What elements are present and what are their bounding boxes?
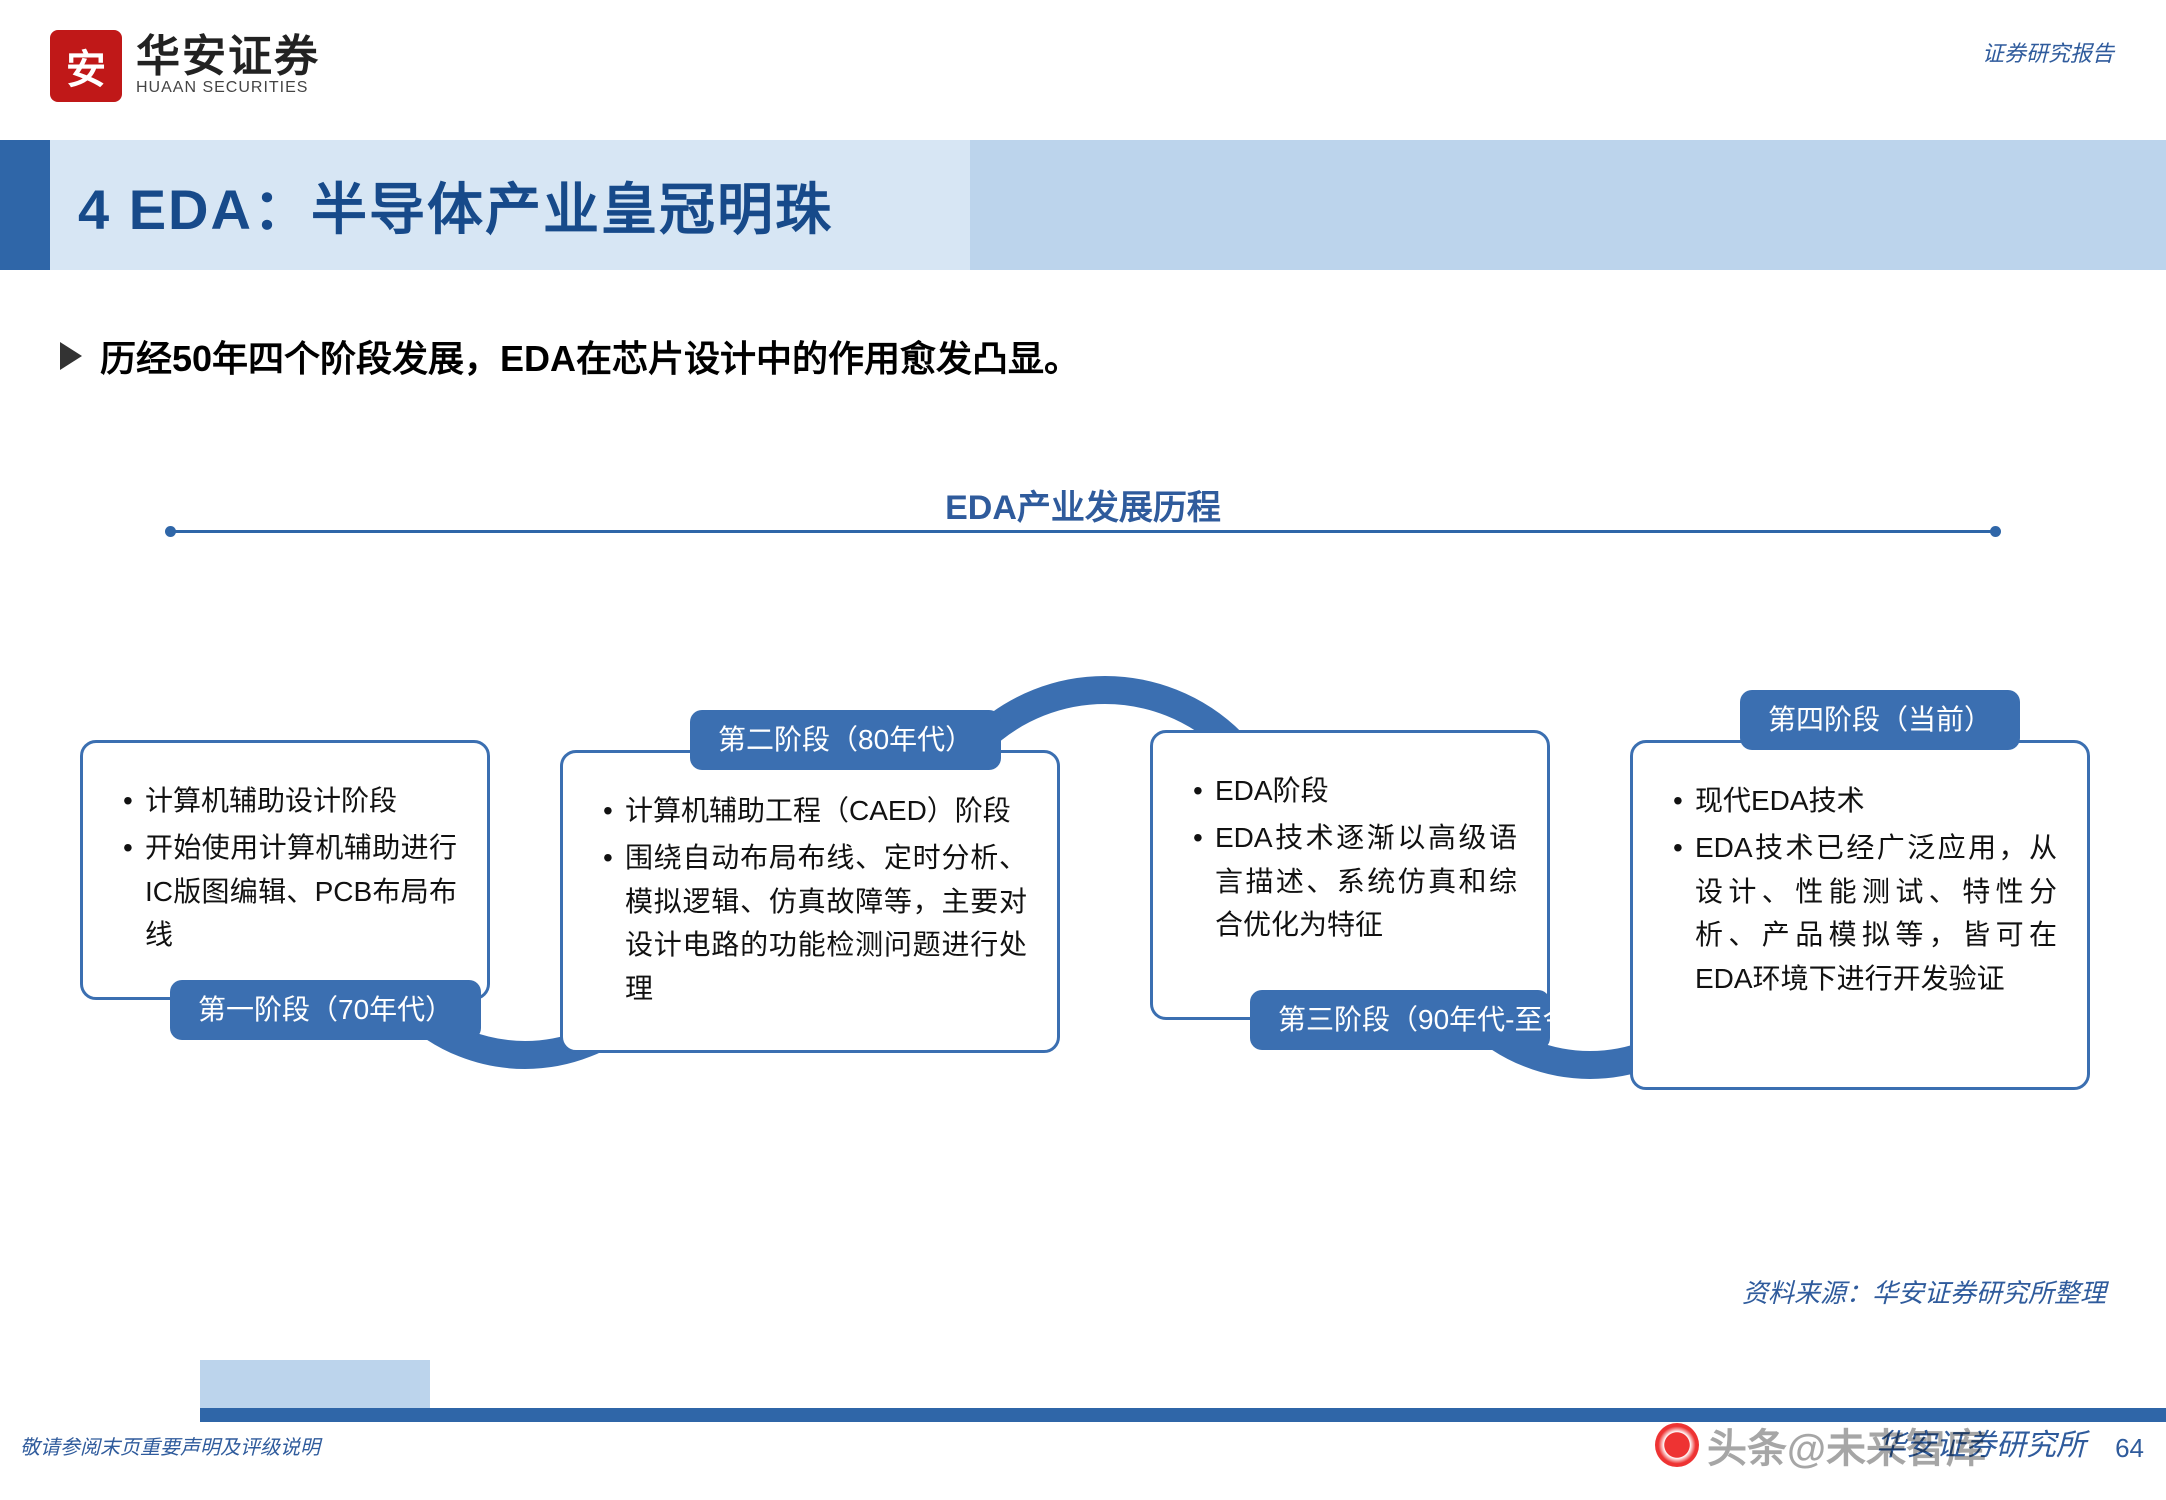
logo: 安 华安证券 HUAAN SECURITIES <box>50 30 320 102</box>
stage-tag-4: 第四阶段（当前） <box>1740 690 2020 750</box>
disclaimer-text: 敬请参阅末页重要声明及评级说明 <box>20 1431 320 1460</box>
logo-mark-icon: 安 <box>50 30 122 102</box>
stage-box-2: 计算机辅助工程（CAED）阶段围绕自动布局布线、定时分析、模拟逻辑、仿真故障等，… <box>560 750 1060 1053</box>
title-box: 4 EDA：半导体产业皇冠明珠 <box>50 140 970 270</box>
summary-bullet: 历经50年四个阶段发展，EDA在芯片设计中的作用愈发凸显。 <box>60 330 2106 382</box>
footer-accent <box>200 1360 430 1408</box>
stage-box-3: EDA阶段EDA技术逐渐以高级语言描述、系统仿真和综合优化为特征 <box>1150 730 1550 1020</box>
title-band: 4 EDA：半导体产业皇冠明珠 <box>0 140 2166 270</box>
stage-item: EDA阶段 <box>1193 769 1517 812</box>
report-type-label: 证券研究报告 <box>1982 36 2114 68</box>
stage-item: 计算机辅助工程（CAED）阶段 <box>603 789 1027 832</box>
logo-text: 华安证券 HUAAN SECURITIES <box>136 35 320 97</box>
stage-item: EDA技术已经广泛应用，从设计、性能测试、特性分析、产品模拟等，皆可在EDA环境… <box>1673 826 2057 1000</box>
subchart-title: EDA产业发展历程 <box>0 480 2166 529</box>
slide-title: 4 EDA：半导体产业皇冠明珠 <box>78 165 833 246</box>
watermark-text: 头条@未来智库 <box>1707 1416 1986 1474</box>
stage-tag-1: 第一阶段（70年代） <box>170 980 481 1040</box>
logo-text-en: HUAAN SECURITIES <box>136 79 320 97</box>
logo-text-cn: 华安证券 <box>136 35 320 79</box>
watermark: 头条@未来智库 <box>1655 1416 1986 1474</box>
stage-box-4: 现代EDA技术EDA技术已经广泛应用，从设计、性能测试、特性分析、产品模拟等，皆… <box>1630 740 2090 1090</box>
summary-text: 历经50年四个阶段发展，EDA在芯片设计中的作用愈发凸显。 <box>100 330 1080 382</box>
timeline-divider <box>170 530 1996 533</box>
stage-item: EDA技术逐渐以高级语言描述、系统仿真和综合优化为特征 <box>1193 816 1517 946</box>
stage-item: 开始使用计算机辅助进行IC版图编辑、PCB布局布线 <box>123 826 457 956</box>
page-number: 64 <box>2115 1433 2144 1464</box>
stage-box-1: 计算机辅助设计阶段开始使用计算机辅助进行IC版图编辑、PCB布局布线 <box>80 740 490 1000</box>
header: 安 华安证券 HUAAN SECURITIES 证券研究报告 <box>0 0 2166 120</box>
watermark-icon <box>1655 1423 1699 1467</box>
stage-item: 计算机辅助设计阶段 <box>123 779 457 822</box>
title-stripe-left <box>0 140 50 270</box>
stage-item: 现代EDA技术 <box>1673 779 2057 822</box>
chevron-icon <box>60 342 82 370</box>
stage-tag-3: 第三阶段（90年代-至今） <box>1250 990 1550 1050</box>
timeline-flow-diagram: 计算机辅助设计阶段开始使用计算机辅助进行IC版图编辑、PCB布局布线第一阶段（7… <box>0 560 2166 1200</box>
stage-item: 围绕自动布局布线、定时分析、模拟逻辑、仿真故障等，主要对设计电路的功能检测问题进… <box>603 836 1027 1010</box>
stage-tag-2: 第二阶段（80年代） <box>690 710 1001 770</box>
source-label: 资料来源：华安证券研究所整理 <box>1742 1273 2106 1310</box>
title-stripe-right <box>970 140 2166 270</box>
